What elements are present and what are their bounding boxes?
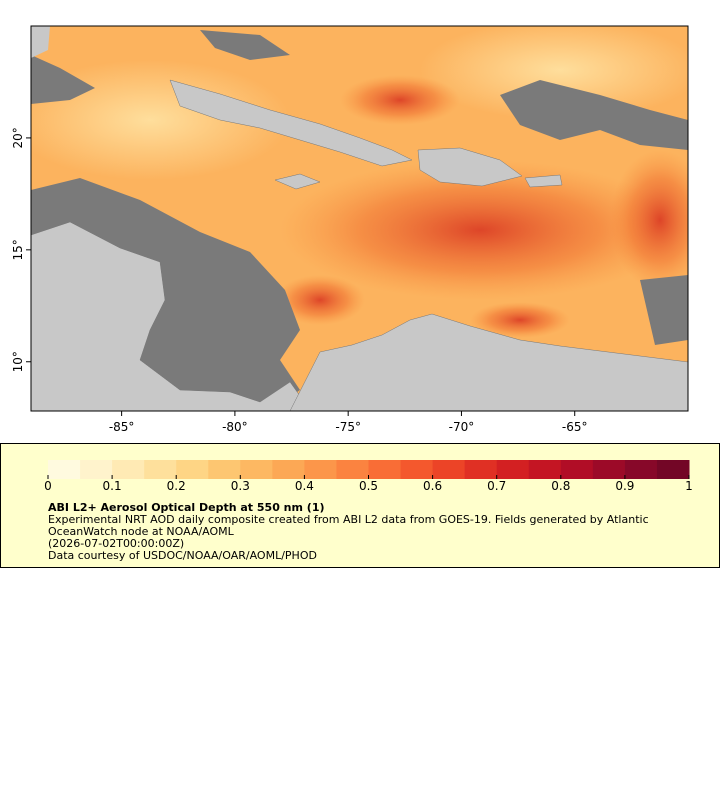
x-tick-label: -85°: [109, 420, 135, 434]
colorbar-segment: [624, 460, 658, 479]
no-data: [640, 275, 688, 345]
colorbar-segment: [496, 460, 530, 479]
no-data: [31, 55, 95, 104]
legend-panel: 0 0.1 0.2 0.3 0.4 0.5 0.6 0.7 0.8 0.9 1 ABI L2+ Ae…: [0, 443, 720, 568]
high-aod: [470, 302, 570, 338]
colorbar-tick-label: 0.1: [103, 479, 122, 493]
colorbar-segment: [112, 460, 145, 479]
colorbar-tick-label: 0: [44, 479, 52, 493]
x-tick-label: -70°: [449, 420, 475, 434]
colorbar: 0 0.1 0.2 0.3 0.4 0.5 0.6 0.7 0.8 0.9 1: [44, 460, 693, 493]
colorbar-tick-label: 0.4: [295, 479, 314, 493]
colorbar-tick-label: 0.6: [423, 479, 442, 493]
no-data: [200, 30, 290, 60]
legend-title: ABI L2+ Aerosol Optical Depth at 550 nm …: [48, 501, 325, 514]
y-tick-label: 15°: [11, 239, 25, 260]
colorbar-segment: [432, 460, 466, 479]
colorbar-segment: [144, 460, 177, 479]
colorbar-segment: [592, 460, 626, 479]
colorbar-segment: [272, 460, 305, 479]
colorbar-tick-label: 0.2: [167, 479, 186, 493]
map: -85° -80° -75° -70° -65° 10° 15° 20°: [11, 25, 689, 434]
high-aod: [610, 150, 688, 290]
colorbar-segment: [400, 460, 434, 479]
x-tick-label: -75°: [335, 420, 361, 434]
land: [31, 26, 50, 58]
legend-description: Experimental NRT AOD daily composite cre…: [48, 513, 649, 526]
colorbar-tick-label: 0.3: [231, 479, 250, 493]
axes: -85° -80° -75° -70° -65° 10° 15° 20°: [11, 127, 588, 434]
plot-frame: [30, 25, 689, 412]
colorbar-segment: [560, 460, 594, 479]
colorbar-segment: [336, 460, 369, 479]
legend-description: OceanWatch node at NOAA/AOML: [48, 525, 234, 538]
colorbar-tick-label: 0.5: [359, 479, 378, 493]
colorbar-segment: [208, 460, 241, 479]
legend-date: (2026-07-02T00:00:00Z): [48, 537, 185, 550]
colorbar-segment: [464, 460, 498, 479]
high-aod: [275, 275, 365, 325]
aod-field: [31, 26, 688, 411]
land: [289, 313, 688, 411]
high-aod: [280, 160, 680, 300]
colorbar-tick-label: 1: [685, 479, 693, 493]
colorbar-segment: [304, 460, 337, 479]
colorbar-segment: [240, 460, 273, 479]
colorbar-segment: [656, 460, 690, 479]
x-tick-label: -65°: [562, 420, 588, 434]
colorbar-tick-label: 0.8: [551, 479, 570, 493]
colorbar-tick-label: 0.9: [615, 479, 634, 493]
y-tick-label: 20°: [11, 127, 25, 148]
colorbar-tick-label: 0.7: [487, 479, 506, 493]
low-aod: [31, 60, 290, 180]
land: [274, 173, 321, 190]
land: [417, 147, 523, 187]
colorbar-segment: [80, 460, 113, 479]
x-tick-label: -80°: [222, 420, 248, 434]
high-aod: [340, 75, 460, 125]
colorbar-segment: [528, 460, 562, 479]
colorbar-segment: [368, 460, 402, 479]
land: [524, 174, 563, 188]
low-aod: [420, 26, 688, 120]
no-data: [500, 80, 688, 150]
y-tick-label: 10°: [11, 351, 25, 372]
legend-credit: Data courtesy of USDOC/NOAA/OAR/AOML/PHO…: [48, 549, 317, 562]
land: [169, 79, 413, 167]
colorbar-segment: [48, 460, 81, 479]
colorbar-segment: [176, 460, 209, 479]
